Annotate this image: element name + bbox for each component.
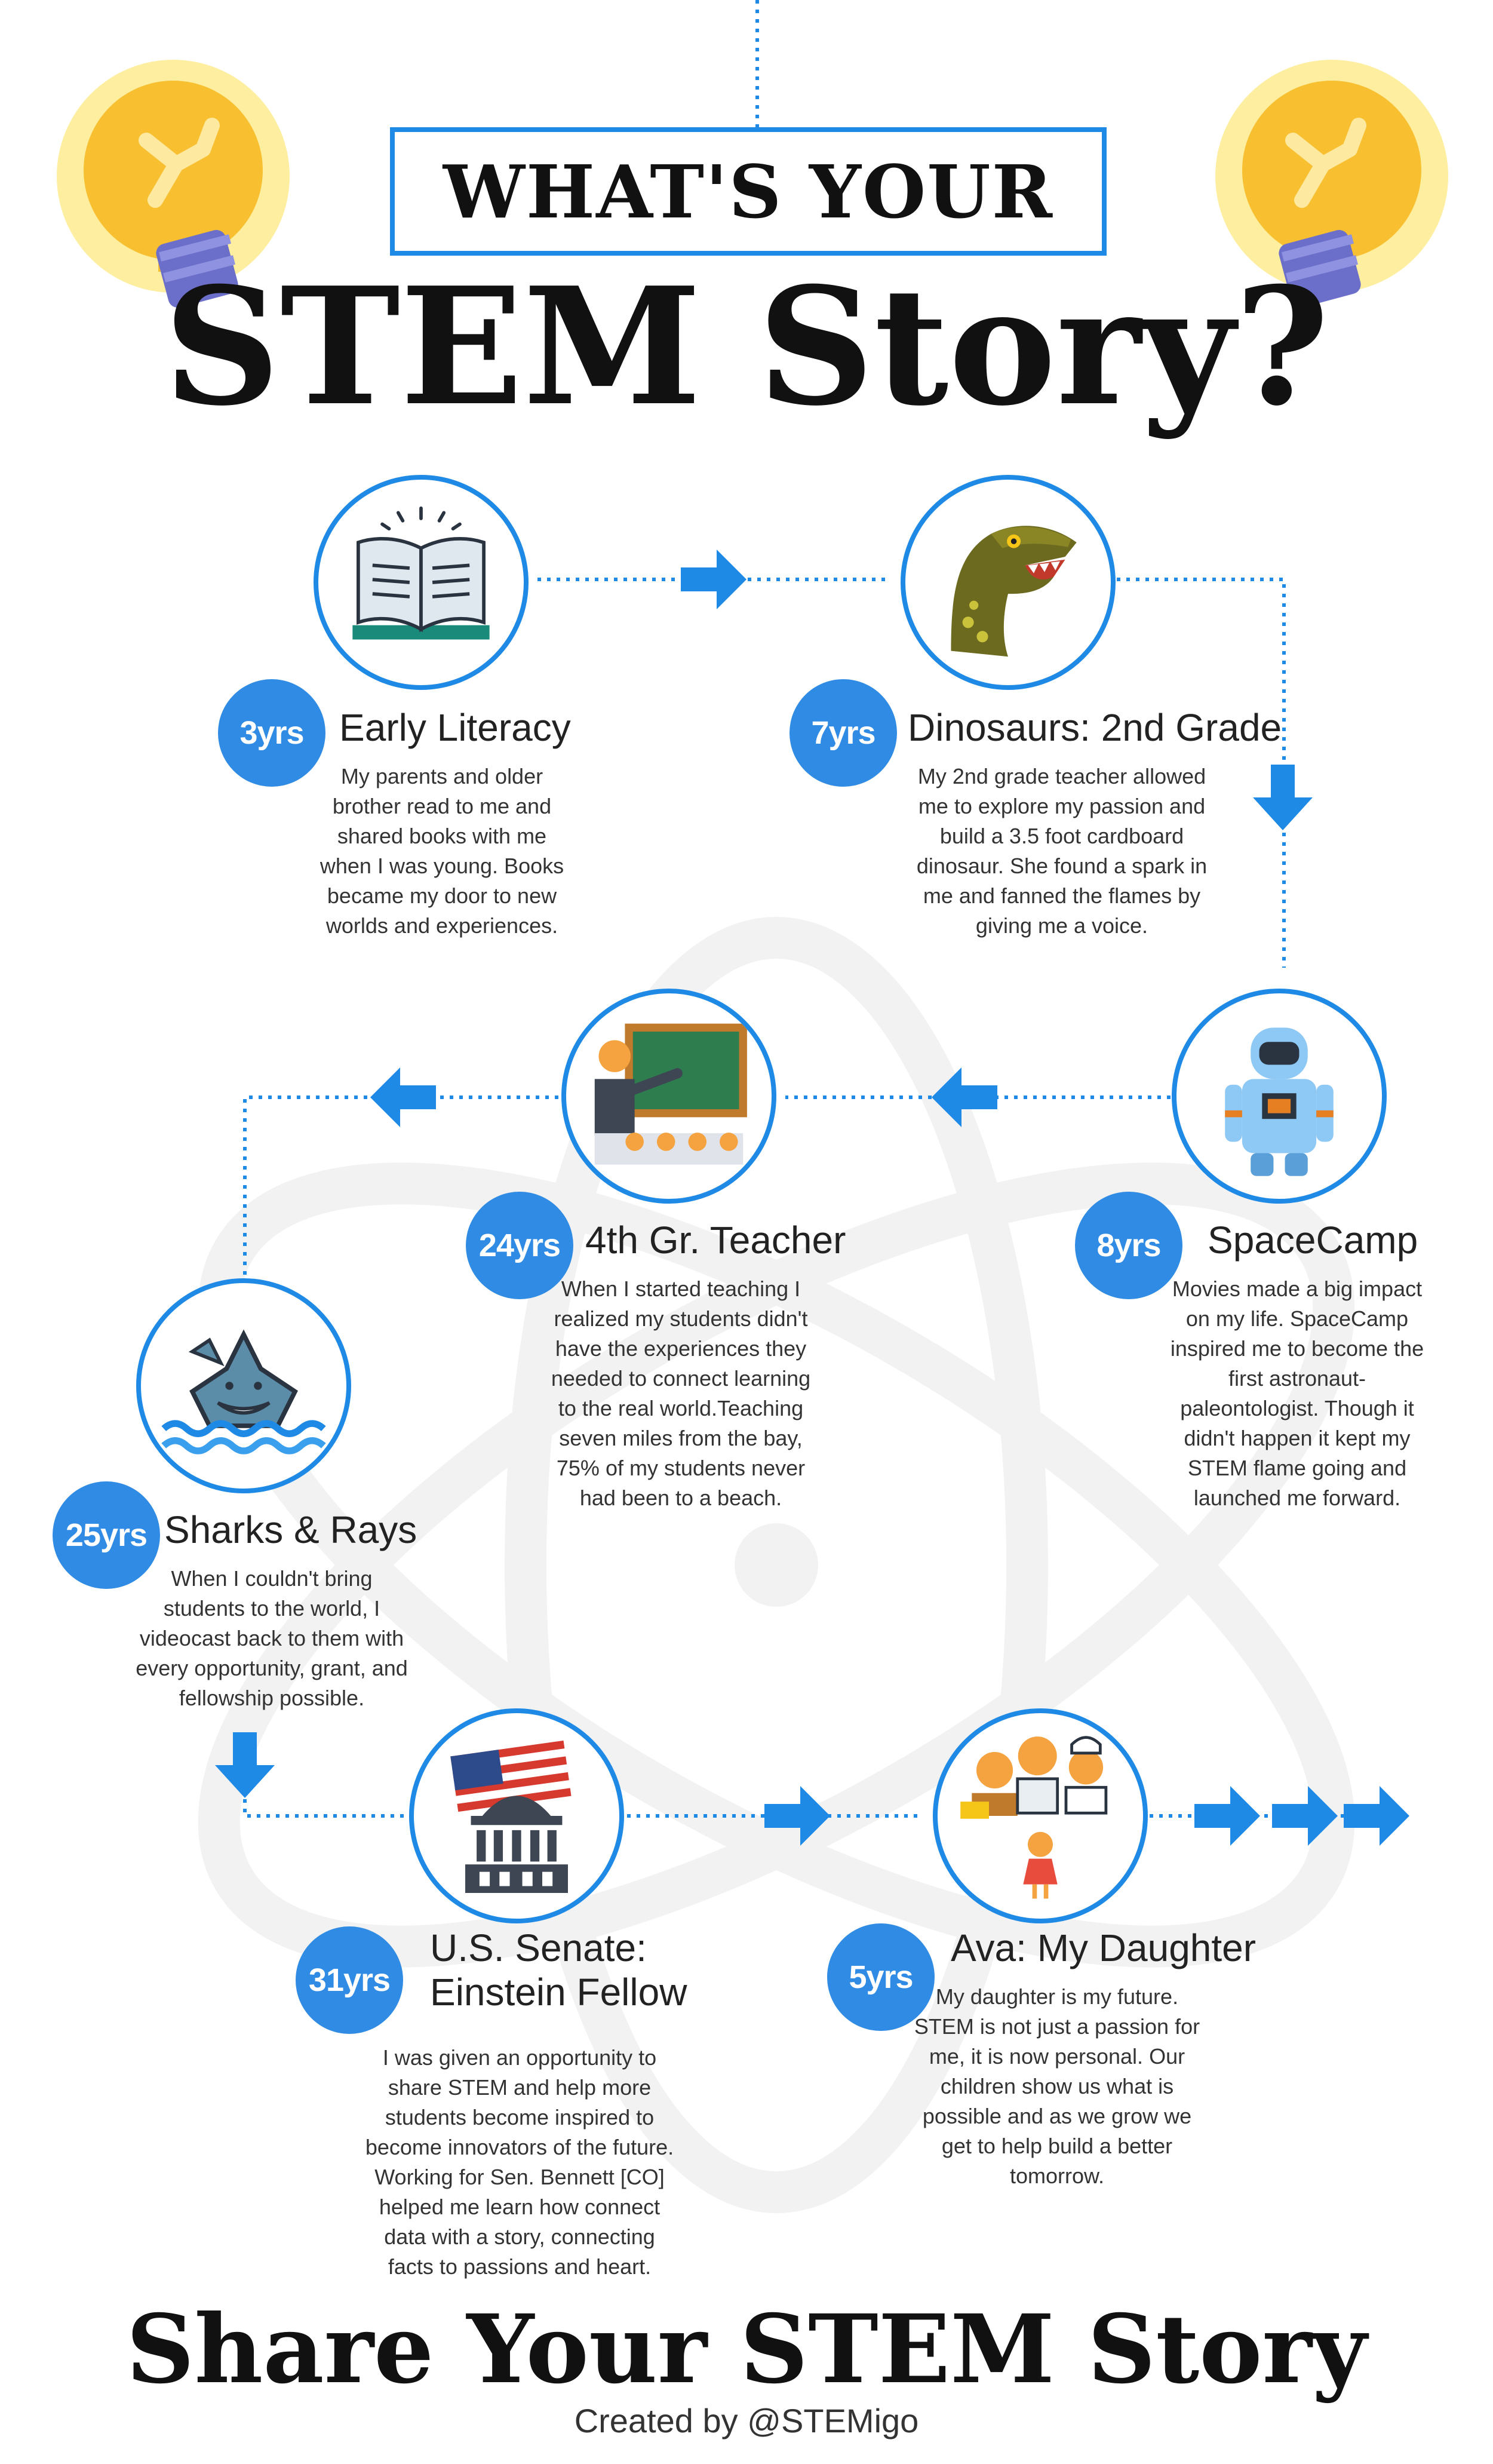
milestone-description: My parents and older brother read to me a… bbox=[320, 764, 564, 938]
milestone-description: I was given an opportunity to share STEM … bbox=[365, 2045, 674, 2279]
footer-title: Share Your STEM Story bbox=[126, 2294, 1367, 2405]
lightbulb-icon bbox=[1215, 60, 1448, 308]
milestone-icon-circle bbox=[1172, 989, 1387, 1204]
milestone-description: When I couldn't bring students to the wor… bbox=[136, 1566, 408, 1710]
milestone-description: Movies made a big impact on my life. Spac… bbox=[1170, 1277, 1424, 1510]
milestone-icon-circle bbox=[314, 475, 529, 690]
milestone-description: My 2nd grade teacher allowed me to explor… bbox=[916, 764, 1208, 938]
header-line1: WHAT'S YOUR bbox=[443, 148, 1054, 235]
header-box: WHAT'S YOUR bbox=[390, 127, 1107, 256]
milestone-title: Dinosaurs: 2nd Grade bbox=[908, 706, 1282, 749]
dinosaur-icon bbox=[951, 526, 1077, 657]
age-badge: 7yrs bbox=[789, 679, 897, 787]
lightbulb-icon bbox=[57, 60, 290, 308]
milestone-icon-circle bbox=[409, 1708, 624, 1923]
age-badge: 3yrs bbox=[218, 679, 325, 787]
milestone-title: 4th Gr. Teacher bbox=[585, 1219, 846, 1262]
milestone-title: SpaceCamp bbox=[1208, 1219, 1418, 1262]
book-icon bbox=[352, 506, 490, 640]
age-badge: 24yrs bbox=[466, 1192, 573, 1299]
milestone-title: Ava: My Daughter bbox=[951, 1926, 1257, 1969]
teacher-icon bbox=[594, 1023, 747, 1165]
page-title: STEM Story? bbox=[164, 251, 1329, 441]
milestone-icon-circle bbox=[901, 475, 1116, 690]
astronaut-icon bbox=[1225, 1027, 1334, 1176]
age-badge: 25yrs bbox=[53, 1481, 160, 1589]
milestone-title: U.S. Senate: Einstein Fellow bbox=[430, 1926, 687, 2014]
milestone-icon-circle bbox=[561, 989, 776, 1204]
footer-credit: Created by @STEMigo bbox=[574, 2402, 919, 2440]
milestone-icon-circle bbox=[933, 1708, 1148, 1923]
milestone-description: My daughter is my future. STEM is not jus… bbox=[914, 1984, 1200, 2188]
milestone-icon-circle bbox=[136, 1278, 351, 1493]
milestone-title: Early Literacy bbox=[339, 706, 571, 749]
age-badge: 5yrs bbox=[827, 1923, 935, 2031]
careers-girl-icon bbox=[960, 1736, 1108, 1899]
age-badge: 8yrs bbox=[1075, 1192, 1182, 1299]
capitol-flag-icon bbox=[450, 1740, 573, 1893]
shark-icon bbox=[161, 1329, 326, 1455]
milestone-title: Sharks & Rays bbox=[164, 1508, 417, 1551]
age-badge: 31yrs bbox=[296, 1926, 403, 2034]
